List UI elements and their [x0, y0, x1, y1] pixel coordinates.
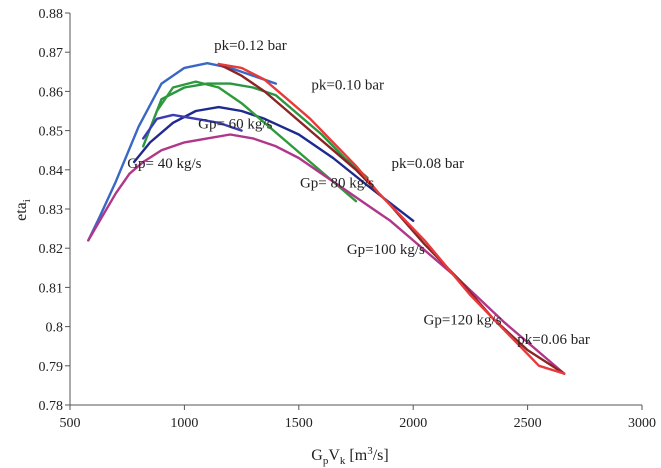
plot-area [87, 62, 566, 375]
y-tick-label: 0.84 [39, 164, 64, 179]
x-tick-label: 500 [60, 416, 81, 431]
y-tick-label: 0.85 [39, 125, 64, 140]
y-tick-label: 0.79 [39, 360, 64, 375]
annotation-label: Gp= 80 kg/s [300, 175, 374, 191]
x-tick-label: 1000 [170, 416, 198, 431]
series-line-5 [155, 80, 358, 203]
series-line-6 [87, 133, 566, 375]
annotation-label: pk=0.06 bar [517, 332, 590, 348]
y-axis-label: etai [13, 199, 33, 221]
series-line-4 [141, 113, 243, 140]
series-line-8 [217, 62, 566, 375]
x-tick-label: 1500 [285, 416, 313, 431]
y-tick-label: 0.83 [39, 203, 64, 218]
series-line-1 [87, 62, 278, 242]
y-tick-label: 0.88 [39, 7, 64, 22]
annotation-label: pk=0.08 bar [391, 156, 464, 172]
annotations: pk=0.12 bar pk=0.10 bar pk=0.08 bar pk=0.06… [127, 38, 590, 348]
y-tick-label: 0.78 [39, 399, 64, 414]
y-tick-label: 0.82 [39, 242, 64, 257]
x-axis-label: GpVk [m3/s] [311, 445, 388, 467]
y-tick-label: 0.81 [39, 281, 64, 296]
y-tick-label: 0.8 [46, 321, 64, 336]
x-tick-label: 2000 [399, 416, 427, 431]
series-line-7 [217, 62, 566, 375]
x-tick-label: 2500 [514, 416, 542, 431]
y-tick-label: 0.87 [39, 46, 64, 61]
ticks: 500 1000 1500 2000 2500 3000 0.78 0.79 0.8 0.81 0.… [39, 7, 657, 431]
annotation-label: pk=0.10 bar [311, 77, 384, 93]
annotation-label: Gp= 60 kg/s [198, 117, 272, 133]
y-tick-label: 0.86 [39, 85, 64, 100]
series-line-2 [141, 82, 369, 179]
annotation-label: Gp=100 kg/s [347, 242, 425, 258]
x-tick-label: 3000 [628, 416, 656, 431]
annotation-label: Gp=120 kg/s [423, 313, 501, 329]
series-line-3 [132, 105, 415, 223]
annotation-label: pk=0.12 bar [214, 38, 287, 54]
annotation-label: Gp= 40 kg/s [127, 156, 201, 172]
